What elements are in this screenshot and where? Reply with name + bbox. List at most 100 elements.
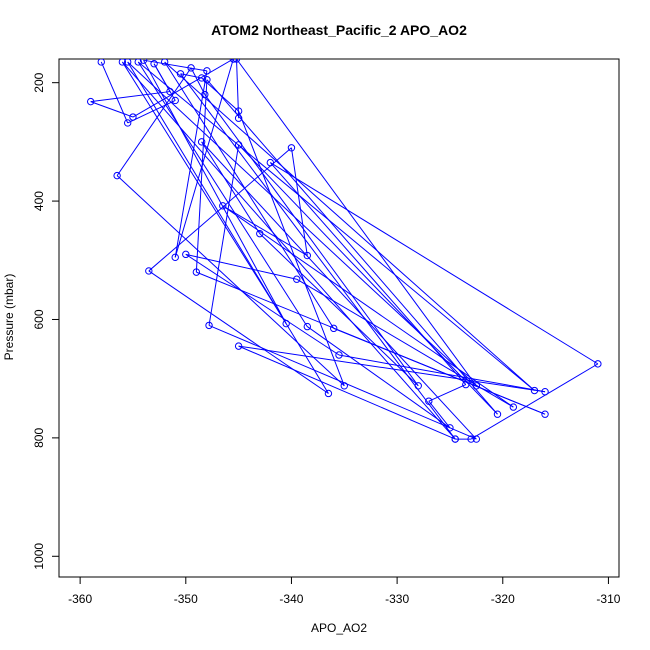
- series-line-segment: [222, 205, 308, 256]
- data-point: [205, 321, 213, 330]
- series-line-segment: [236, 59, 477, 387]
- data-point: [541, 388, 549, 396]
- data-point: [266, 158, 275, 167]
- x-axis-label: APO_AO2: [311, 621, 367, 635]
- series-line-segment: [185, 253, 297, 280]
- data-point: [176, 70, 185, 78]
- y-axis-label: Pressure (mbar): [2, 274, 16, 361]
- data-point: [203, 67, 211, 75]
- x-tick-label: -360: [68, 592, 92, 606]
- series-line-segment: [208, 324, 477, 440]
- data-point: [129, 113, 137, 121]
- y-tick-label: 800: [32, 428, 46, 448]
- data-point: [160, 59, 169, 66]
- data-point: [134, 59, 142, 66]
- data-point: [192, 268, 201, 276]
- series-line-segment: [428, 384, 466, 402]
- data-point: [171, 253, 179, 262]
- data-point: [256, 229, 264, 238]
- data-point: [414, 382, 422, 390]
- series-line-segment: [428, 400, 451, 429]
- data-point: [123, 119, 132, 127]
- series-line-segment: [180, 73, 456, 440]
- data-point: [203, 76, 211, 84]
- series-line-segment: [201, 141, 261, 234]
- y-axis: 200 400 600 800 1000: [32, 72, 60, 570]
- x-tick-label: -310: [596, 592, 620, 606]
- data-point: [139, 59, 148, 64]
- data-point: [229, 59, 238, 63]
- series-line-segment: [116, 67, 192, 176]
- series-line-segment: [143, 59, 208, 72]
- y-tick-label: 400: [32, 191, 46, 211]
- series-line-segment: [132, 59, 234, 118]
- data-point: [340, 382, 348, 390]
- series-line-segment: [185, 253, 340, 356]
- data-point: [166, 87, 174, 96]
- y-tick-label: 200: [32, 72, 46, 92]
- series-line-segment: [153, 63, 171, 92]
- series-line-segment: [259, 233, 419, 387]
- x-tick-label: -330: [385, 592, 409, 606]
- data-point: [118, 59, 127, 66]
- data-point: [197, 74, 206, 82]
- data-point: [287, 144, 296, 152]
- data-point: [303, 322, 312, 331]
- series-line-segment: [201, 141, 477, 440]
- series-line-segment: [307, 326, 451, 429]
- data-point: [86, 97, 95, 106]
- series-line-segment: [148, 270, 329, 394]
- series-line-segment: [137, 61, 308, 327]
- series-line-segment: [164, 61, 335, 329]
- series-line-segment: [137, 61, 535, 391]
- data-point: [234, 342, 243, 350]
- series-line-segment: [90, 91, 171, 103]
- data-point: [472, 435, 481, 443]
- plot-frame: [58, 58, 620, 578]
- x-tick-label: -320: [491, 592, 515, 606]
- data-point: [293, 275, 301, 283]
- series-line-segment: [270, 162, 599, 365]
- data-point: [335, 351, 343, 359]
- series-line-segment: [238, 144, 498, 415]
- x-axis: -360 -350 -340 -330 -320 -310: [68, 576, 621, 606]
- series-line-segment: [238, 345, 546, 393]
- series-line-segment: [164, 61, 535, 391]
- data-point: [123, 59, 132, 66]
- data-point: [171, 96, 179, 105]
- data-point: [462, 380, 470, 389]
- series-line-segment: [116, 175, 345, 387]
- data-point: [425, 397, 433, 405]
- series-group: [86, 59, 602, 443]
- data-point: [493, 410, 502, 418]
- data-point: [509, 403, 518, 411]
- data-point: [282, 319, 290, 328]
- y-tick-label: 600: [32, 309, 46, 329]
- series-line-segment: [238, 345, 456, 440]
- data-point: [97, 59, 105, 66]
- data-point: [467, 435, 475, 443]
- series-line-segment: [100, 61, 129, 124]
- series-line-segment: [269, 162, 467, 385]
- y-tick-label: 1000: [32, 543, 46, 570]
- series-line-segment: [195, 79, 208, 273]
- data-point: [530, 386, 539, 395]
- series-line-segment: [121, 61, 287, 324]
- series-line-segment: [90, 101, 134, 118]
- series-line-segment: [127, 61, 329, 394]
- series-line-segment: [190, 67, 206, 95]
- data-point: [182, 250, 190, 259]
- series-line-segment: [206, 79, 498, 415]
- series-line-segment: [290, 147, 308, 256]
- data-point: [201, 90, 209, 99]
- series-line-segment: [127, 61, 477, 387]
- data-point: [234, 141, 243, 149]
- series-line-segment: [338, 354, 546, 393]
- data-point: [541, 410, 549, 418]
- data-point: [451, 435, 459, 443]
- data-point: [187, 64, 195, 72]
- series-line-segment: [222, 205, 514, 408]
- data-point: [197, 138, 206, 146]
- data-point: [324, 389, 333, 398]
